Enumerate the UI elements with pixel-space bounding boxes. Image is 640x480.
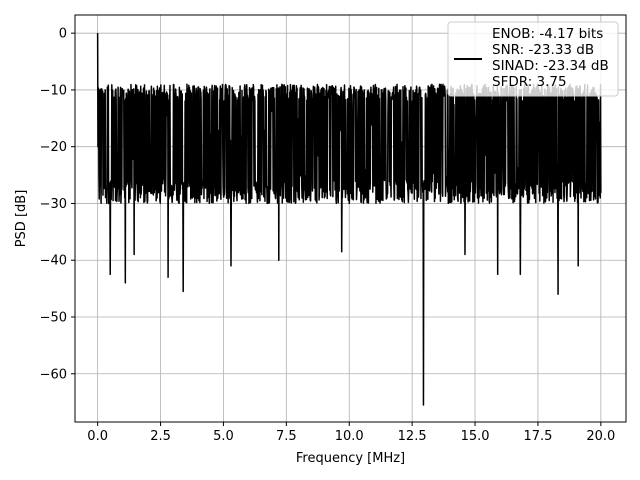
legend-enob: ENOB: -4.17 bits [492,26,603,42]
x-tick-label: 17.5 [523,429,552,444]
x-tick-label: 15.0 [461,429,490,444]
x-tick-label: 5.0 [213,429,234,444]
legend-sfdr: SFDR: 3.75 [492,74,567,90]
ticks: 0.0 2.5 5.0 7.5 10.0 12.5 15.0 17.5 20.0 0 −10 −20 −… [40,27,616,444]
psd-series-line [96,33,602,406]
x-tick-label: 12.5 [398,429,427,444]
y-tick-label: −20 [40,140,67,155]
axes-frame [74,14,627,423]
x-axis-label: Frequency [MHz] [296,451,405,466]
legend-box [447,21,619,97]
plot-area [96,33,602,406]
x-tick-label: 2.5 [150,429,171,444]
x-tick-label: 20.0 [586,429,615,444]
y-tick-label: 0 [59,27,67,42]
y-tick-label: −30 [40,197,67,212]
legend: ENOB: -4.17 bits SNR: -23.33 dB SINAD: -… [447,21,619,97]
y-tick-label: −50 [40,310,67,325]
y-tick-label: −10 [40,83,67,98]
legend-snr: SNR: -23.33 dB [492,42,594,58]
y-tick-label: −40 [40,254,67,269]
legend-sinad: SINAD: -23.34 dB [492,58,609,74]
x-tick-label: 7.5 [276,429,297,444]
y-axis-label: PSD [dB] [14,190,29,248]
x-tick-label: 0.0 [87,429,108,444]
x-tick-label: 10.0 [335,429,364,444]
y-tick-label: −60 [40,367,67,382]
